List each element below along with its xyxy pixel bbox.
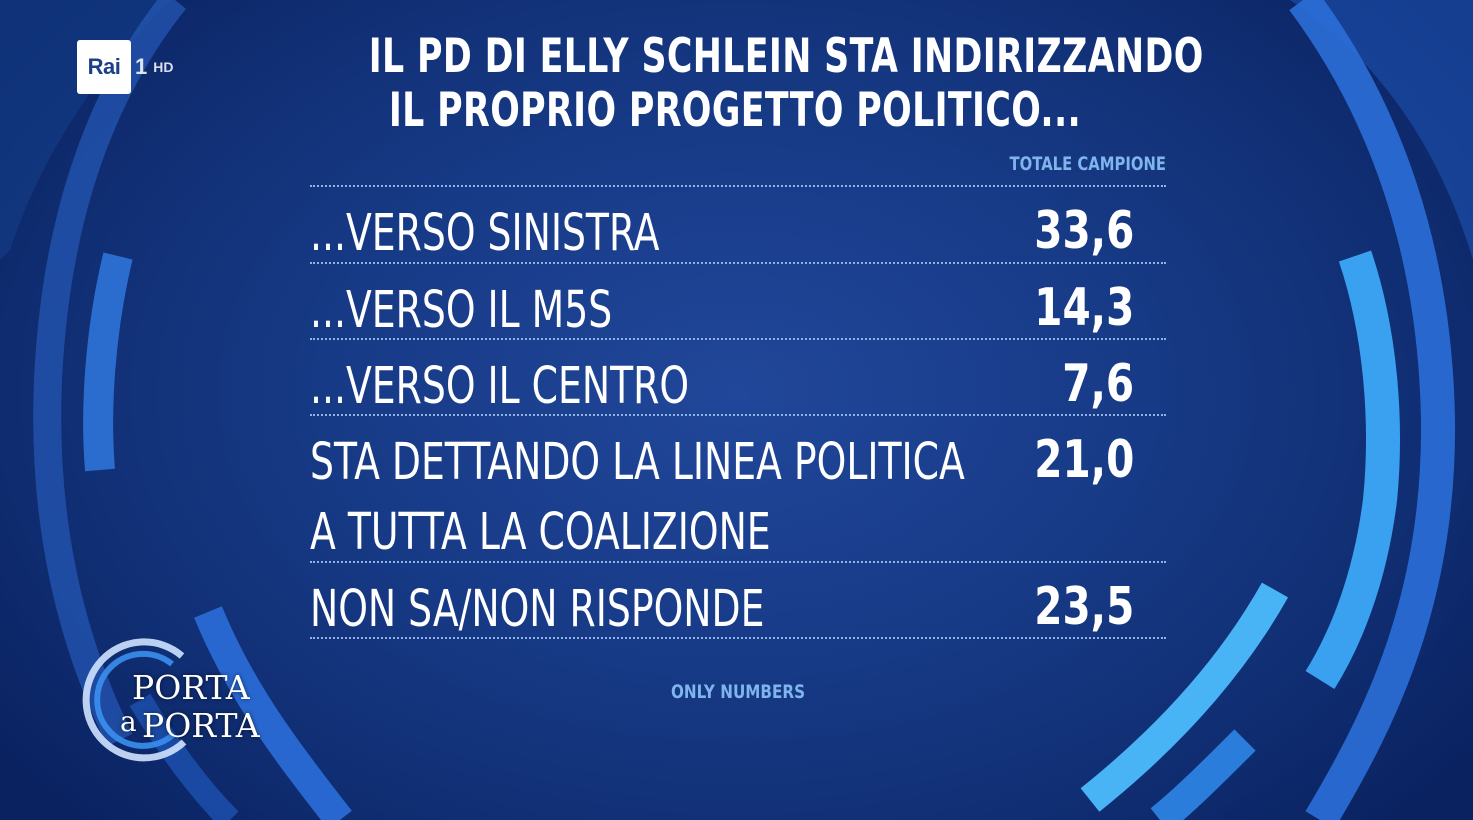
- row-value: 7,6: [1062, 354, 1134, 414]
- show-name-line-2: PORTA: [142, 706, 260, 745]
- channel-logo: Rai 1 HD: [77, 40, 173, 94]
- row-value: 23,5: [1033, 577, 1134, 637]
- table-row: ...VERSO IL M5S 14,3: [310, 262, 1166, 340]
- chart-title-line-1: IL PD DI ELLY SCHLEIN STA INDIRIZZANDO: [368, 29, 1204, 84]
- row-value: 33,6: [1033, 201, 1134, 261]
- column-header: TOTALE CAMPIONE: [1009, 153, 1166, 175]
- row-value: 14,3: [1033, 278, 1134, 338]
- row-label: STA DETTANDO LA LINEA POLITICA A TUTTA L…: [310, 433, 965, 562]
- table-row: NON SA/NON RISPONDE 23,5: [310, 561, 1166, 639]
- row-label: ...VERSO SINISTRA: [310, 204, 660, 263]
- results-table: ...VERSO SINISTRA 33,6 ...VERSO IL M5S 1…: [310, 185, 1166, 639]
- table-row: ...VERSO IL CENTRO 7,6: [310, 338, 1166, 416]
- source-footnote: ONLY NUMBERS: [670, 681, 806, 703]
- show-name-line-1: PORTA: [132, 668, 250, 707]
- table-row: ...VERSO SINISTRA 33,6: [310, 185, 1166, 263]
- table-row: STA DETTANDO LA LINEA POLITICA A TUTTA L…: [310, 414, 1166, 562]
- channel-quality: HD: [153, 59, 174, 75]
- channel-number: 1: [135, 54, 148, 79]
- show-logo: PORTA a PORTA: [72, 628, 272, 778]
- row-label: ...VERSO IL M5S: [310, 281, 613, 340]
- row-value: 21,0: [1033, 430, 1134, 490]
- show-logo-ring-icon: [82, 638, 187, 762]
- chart-title-line-2: IL PROPRIO PROGETTO POLITICO...: [388, 83, 1082, 138]
- row-label: ...VERSO IL CENTRO: [310, 357, 690, 416]
- rai-logo-box: Rai: [77, 40, 131, 94]
- row-label: NON SA/NON RISPONDE: [310, 580, 765, 639]
- show-name-a: a: [120, 705, 137, 738]
- chart-title: IL PD DI ELLY SCHLEIN STA INDIRIZZANDO I…: [368, 29, 1204, 138]
